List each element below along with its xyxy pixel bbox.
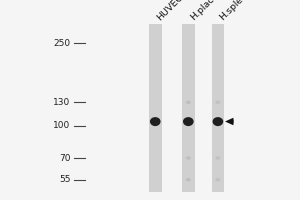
Ellipse shape	[186, 156, 191, 160]
Text: 55: 55	[59, 175, 70, 184]
Text: 250: 250	[53, 39, 70, 48]
Text: 130: 130	[53, 98, 70, 107]
Text: H.placenta: H.placenta	[188, 0, 231, 22]
Text: H.spleen: H.spleen	[218, 0, 253, 22]
Ellipse shape	[213, 117, 223, 126]
Text: 100: 100	[53, 121, 70, 130]
Ellipse shape	[186, 100, 191, 104]
Ellipse shape	[215, 156, 220, 160]
Bar	[182, 24, 195, 192]
Ellipse shape	[150, 117, 160, 126]
Ellipse shape	[215, 100, 220, 104]
Ellipse shape	[186, 178, 191, 182]
Bar	[149, 24, 161, 192]
Ellipse shape	[215, 178, 220, 182]
Text: 70: 70	[59, 154, 70, 163]
Bar	[212, 24, 224, 192]
Ellipse shape	[183, 117, 194, 126]
Text: HUVEC: HUVEC	[155, 0, 185, 22]
